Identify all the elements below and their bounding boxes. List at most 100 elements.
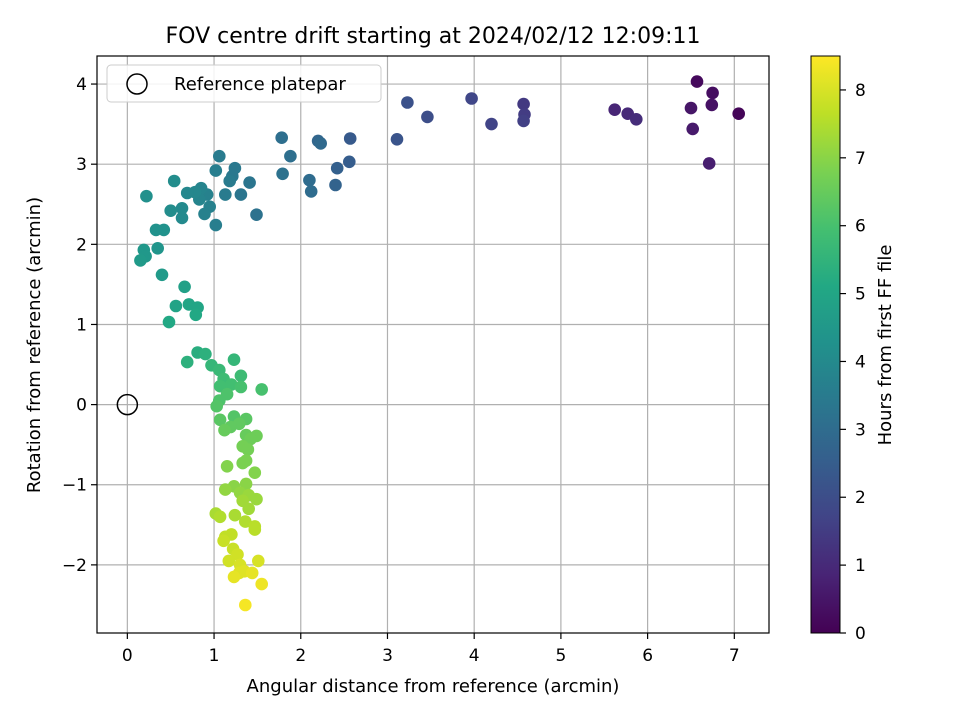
data-point xyxy=(199,347,212,361)
colorbar-tick-label: 4 xyxy=(855,352,866,372)
y-tick-label: 4 xyxy=(76,75,87,95)
data-point xyxy=(175,202,189,215)
colorbar-tick-label: 3 xyxy=(855,420,866,440)
data-point xyxy=(702,157,716,170)
data-point xyxy=(239,477,253,491)
colorbar-gradient xyxy=(810,55,841,634)
data-point xyxy=(684,101,698,115)
data-point xyxy=(219,188,232,201)
data-point xyxy=(134,254,147,267)
x-tick-label: 3 xyxy=(382,646,393,666)
data-point xyxy=(276,167,289,181)
grid-lines xyxy=(97,56,769,633)
colorbar-tick-label: 7 xyxy=(855,149,866,169)
y-axis-label: Rotation from reference (arcmin) xyxy=(24,197,45,493)
data-point xyxy=(180,355,194,369)
data-point xyxy=(284,149,297,163)
x-tick-label: 6 xyxy=(642,646,653,666)
legend-entry-label: Reference platepar xyxy=(174,74,346,95)
legend-marker-icon xyxy=(126,73,148,95)
data-point xyxy=(241,443,255,456)
colorbar-label: Hours from first FF file xyxy=(875,245,896,446)
data-point xyxy=(189,308,203,322)
legend: Reference platepar xyxy=(106,64,382,103)
plot-area-frame xyxy=(96,55,770,634)
data-point xyxy=(314,137,328,150)
data-point xyxy=(213,149,226,163)
colorbar-tick-label: 8 xyxy=(855,81,866,101)
data-points xyxy=(134,75,745,612)
data-point xyxy=(180,186,194,200)
data-point xyxy=(178,280,191,294)
y-tick-label: −1 xyxy=(62,476,87,496)
data-point xyxy=(227,570,241,584)
data-point xyxy=(222,554,236,568)
data-point xyxy=(220,460,234,473)
data-point xyxy=(248,466,262,480)
data-point xyxy=(343,132,357,145)
data-point xyxy=(706,86,719,100)
data-point xyxy=(198,207,211,221)
x-axis-label: Angular distance from reference (arcmin) xyxy=(247,676,620,697)
data-point xyxy=(223,174,236,188)
colorbar-ticks: 0 1 2 3 4 5 6 7 8 xyxy=(840,81,866,644)
data-point xyxy=(239,515,252,528)
x-tick-label: 7 xyxy=(729,646,740,666)
data-point xyxy=(228,508,242,522)
data-point xyxy=(234,380,248,394)
reference-marker-group xyxy=(116,393,139,416)
reference-platepar-marker xyxy=(116,393,139,416)
data-point xyxy=(227,353,241,367)
y-tick-label: −2 xyxy=(62,556,87,576)
x-tick-label: 2 xyxy=(295,646,306,666)
data-point xyxy=(167,174,181,188)
colorbar: 0 1 2 3 4 5 6 7 8 Hours from first FF file xyxy=(810,55,896,644)
data-point xyxy=(330,161,344,175)
y-tick-label: 3 xyxy=(76,155,87,175)
data-point xyxy=(155,268,169,282)
data-point xyxy=(242,502,255,516)
data-point xyxy=(465,92,478,105)
data-point xyxy=(251,554,265,568)
data-point xyxy=(517,97,530,111)
colorbar-tick-label: 1 xyxy=(855,556,866,576)
data-point xyxy=(250,492,263,506)
x-tick-label: 5 xyxy=(555,646,566,666)
data-point xyxy=(169,299,183,313)
data-point xyxy=(219,483,232,496)
data-point xyxy=(421,110,434,124)
data-point xyxy=(517,114,530,128)
data-point xyxy=(209,164,223,177)
data-point xyxy=(218,423,231,437)
y-tick-label: 1 xyxy=(76,315,87,335)
data-point xyxy=(343,155,356,169)
data-point xyxy=(255,383,268,396)
data-point xyxy=(151,242,164,255)
data-point xyxy=(236,456,249,470)
data-point xyxy=(162,315,176,329)
data-point xyxy=(140,189,153,203)
data-point xyxy=(213,413,227,427)
data-point xyxy=(239,598,252,612)
data-point xyxy=(686,122,699,136)
data-point xyxy=(608,103,621,116)
data-point xyxy=(304,185,318,198)
data-point xyxy=(275,131,289,144)
data-point xyxy=(250,208,263,221)
data-point xyxy=(630,113,643,126)
data-point xyxy=(210,399,223,413)
x-axis-ticks: 0 1 2 3 4 5 6 7 xyxy=(122,633,740,666)
data-point xyxy=(390,133,404,146)
chart-title: FOV centre drift starting at 2024/02/12 … xyxy=(166,24,701,49)
data-point xyxy=(245,566,259,580)
colorbar-tick-label: 2 xyxy=(855,488,866,508)
data-point xyxy=(234,369,248,383)
data-point xyxy=(690,75,704,88)
data-point xyxy=(248,523,262,536)
colorbar-tick-label: 6 xyxy=(855,217,866,237)
y-tick-label: 0 xyxy=(76,396,87,416)
data-point xyxy=(255,577,268,591)
x-tick-label: 1 xyxy=(209,646,220,666)
x-tick-label: 4 xyxy=(469,646,480,666)
